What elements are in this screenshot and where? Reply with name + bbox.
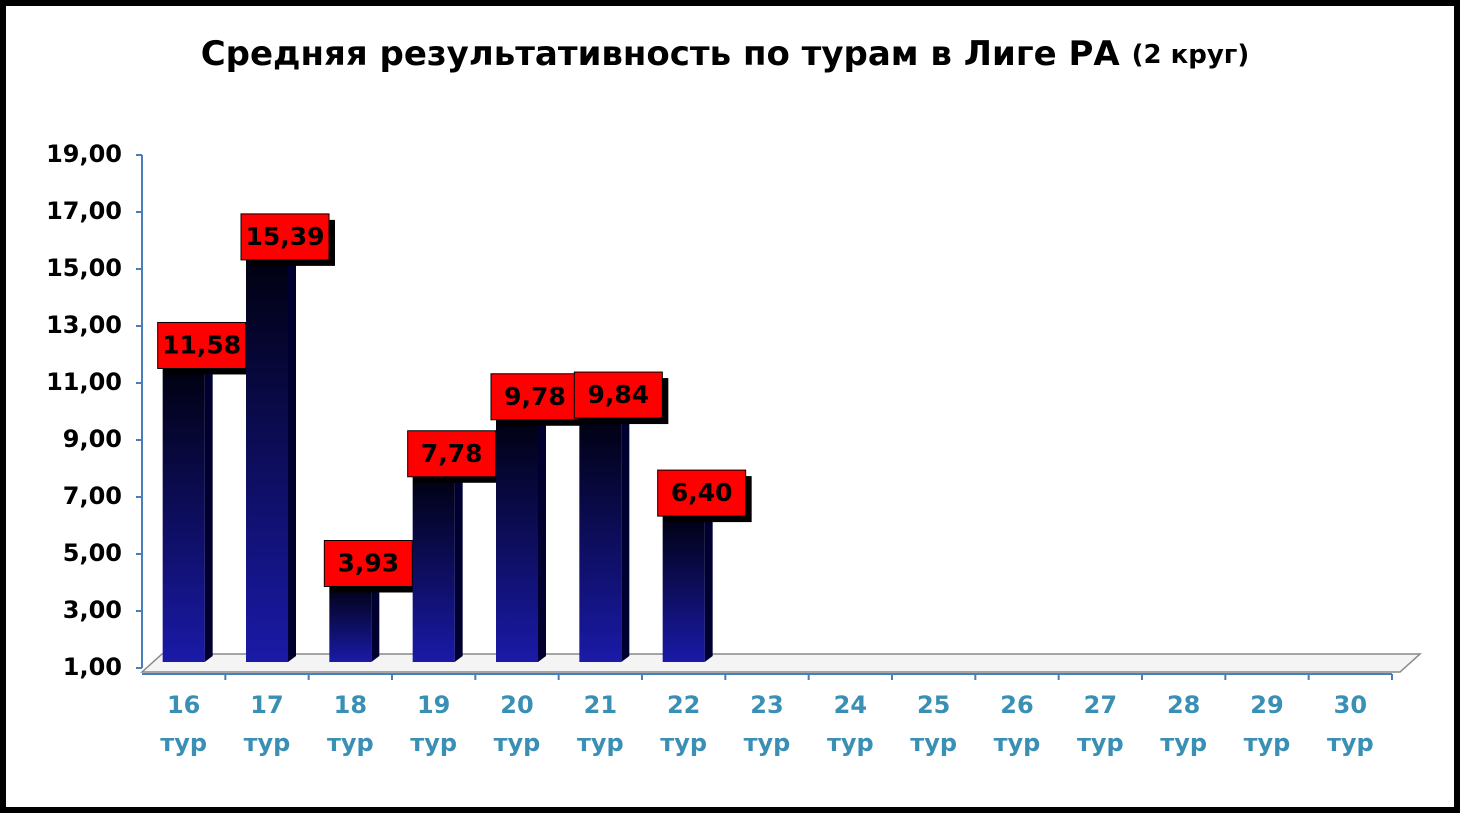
y-tick-label: 5,00	[63, 539, 122, 567]
y-tick-label: 11,00	[46, 368, 122, 396]
bar	[246, 257, 288, 662]
data-label: 7,78	[421, 439, 483, 468]
y-tick-label: 9,00	[63, 425, 122, 453]
y-tick-label: 17,00	[46, 197, 122, 225]
x-tick-label-line: тур	[1327, 729, 1374, 757]
x-tick-label-line: тур	[1244, 729, 1291, 757]
bar-side	[621, 408, 630, 662]
subtitle: (2 круг)	[1132, 40, 1250, 70]
y-tick-label: 7,00	[63, 482, 122, 510]
data-label: 9,78	[504, 382, 566, 411]
x-tick-label-line: 28	[1167, 691, 1200, 719]
bar	[412, 474, 455, 662]
x-tick-label: 24 тур	[827, 691, 874, 757]
x-tick-label-line: 21	[584, 691, 617, 719]
x-tick-label-line: тур	[744, 729, 791, 757]
x-tick-label: 26 тур	[994, 691, 1041, 757]
x-tick-label: 23 тур	[744, 691, 791, 757]
x-tick-label-line: тур	[910, 729, 957, 757]
data-label-box	[323, 539, 413, 587]
x-tick-label-line: тур	[660, 729, 707, 757]
x-tick-label: 25 тур	[910, 691, 957, 757]
data-label: 3,93	[337, 548, 399, 577]
data-label-box	[157, 321, 247, 369]
bar-side	[288, 249, 296, 662]
data-label: 6,40	[671, 478, 733, 507]
x-tick-label-line: тур	[327, 729, 374, 757]
x-tick-label-line: тур	[160, 729, 207, 757]
x-tick-label: 28 тур	[1160, 691, 1207, 757]
data-label: 11,58	[162, 330, 241, 359]
chart-title: Средняя результативность по турам в Лиге…	[201, 34, 1250, 74]
bar	[496, 417, 538, 662]
x-tick-label-line: тур	[494, 729, 541, 757]
bar	[329, 584, 372, 662]
bar	[579, 416, 622, 662]
x-tick-label: 17 тур	[244, 691, 291, 757]
bar-side	[371, 576, 380, 662]
x-tick-label: 22 тур	[660, 691, 707, 757]
x-tick-label-line: тур	[1160, 729, 1207, 757]
bar-side	[204, 358, 213, 662]
y-tick-label: 19,00	[46, 140, 122, 168]
data-label-box	[407, 430, 497, 478]
chart-background	[6, 6, 1454, 807]
data-label-box	[573, 371, 663, 419]
x-tick-label-line: 30	[1334, 691, 1367, 719]
x-tick-label: 16 тур	[160, 691, 207, 757]
x-tick-label-line: 27	[1084, 691, 1117, 719]
y-tick-label: 3,00	[63, 596, 122, 624]
x-tick-label-line: 26	[1000, 691, 1033, 719]
x-tick-label: 20 тур	[494, 691, 541, 757]
x-tick-label-line: 22	[667, 691, 700, 719]
x-tick-label-line: тур	[1077, 729, 1124, 757]
bar-side	[704, 506, 713, 662]
x-tick-label-line: 17	[250, 691, 283, 719]
y-tick-label: 13,00	[46, 311, 122, 339]
x-tick-label: 29 тур	[1244, 691, 1291, 757]
x-tick-label-line: 24	[834, 691, 867, 719]
data-label: 15,39	[245, 222, 324, 251]
x-tick-label: 19 тур	[410, 691, 457, 757]
y-tick-label: 15,00	[46, 254, 122, 282]
x-tick-label: 21 тур	[577, 691, 624, 757]
bar-side	[538, 409, 546, 662]
x-tick-label-line: 18	[334, 691, 367, 719]
x-tick-label-line: тур	[994, 729, 1041, 757]
y-tick-label: 1,00	[63, 653, 122, 681]
data-label: 9,84	[587, 380, 649, 409]
x-tick-label-line: тур	[410, 729, 457, 757]
x-tick-label-line: тур	[577, 729, 624, 757]
x-tick-label-line: 20	[500, 691, 533, 719]
floor	[140, 653, 1422, 673]
x-tick-label-line: тур	[244, 729, 291, 757]
bar	[162, 366, 205, 662]
data-label-box	[240, 213, 330, 261]
x-tick-label-line: 23	[750, 691, 783, 719]
x-tick-label-line: тур	[827, 729, 874, 757]
x-tick-label: 27 тур	[1077, 691, 1124, 757]
bar-side	[454, 466, 463, 662]
bar	[662, 514, 705, 662]
x-tick-label-line: 25	[917, 691, 950, 719]
x-tick-label-line: 19	[417, 691, 450, 719]
x-tick-label: 30 тур	[1327, 691, 1374, 757]
title: Средняя результативность по турам в Лиге…	[201, 34, 1121, 74]
x-tick-label: 18 тур	[327, 691, 374, 757]
data-label-box	[657, 469, 747, 517]
x-tick-label-line: 29	[1250, 691, 1283, 719]
x-tick-label-line: 16	[167, 691, 200, 719]
